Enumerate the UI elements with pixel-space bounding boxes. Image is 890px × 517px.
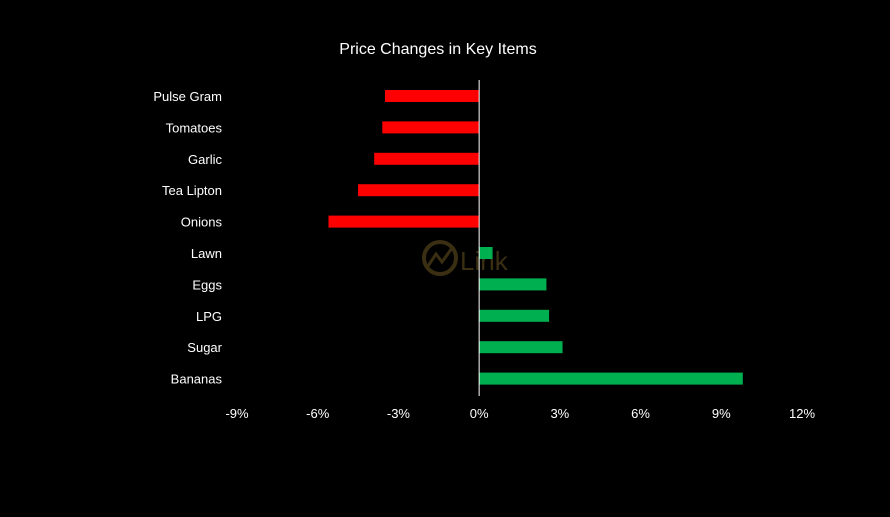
chart-title: Price Changes in Key Items: [339, 41, 536, 58]
category-labels: Pulse Gram Tomatoes Garlic Tea Lipton Onions…: [153, 89, 222, 387]
category-label: Tomatoes: [166, 120, 223, 135]
x-tick-label: 6%: [631, 406, 650, 421]
x-tick-label: 0%: [470, 406, 489, 421]
category-label: Lawn: [191, 246, 222, 261]
x-tick-label: -6%: [306, 406, 330, 421]
bar-garlic: [374, 152, 480, 165]
category-label: Onions: [181, 215, 223, 230]
watermark-logo-icon: [422, 240, 458, 276]
category-label: LPG: [196, 309, 222, 324]
bar-pulse-gram: [384, 90, 480, 102]
category-label: Tea Lipton: [162, 183, 222, 198]
x-tick-label: 9%: [712, 406, 731, 421]
x-tick-label: 3%: [550, 406, 569, 421]
x-tick-label: 12%: [789, 406, 815, 421]
x-tick-label: -9%: [225, 406, 249, 421]
category-label: Pulse Gram: [153, 89, 222, 104]
bar-lpg: [479, 309, 550, 322]
bar-tomatoes: [382, 121, 480, 134]
bars-group: [328, 90, 743, 385]
category-label: Bananas: [171, 372, 223, 387]
bar-bananas: [479, 372, 743, 385]
bar-lawn: [479, 247, 493, 259]
bar-eggs: [479, 278, 547, 291]
watermark: Link: [422, 240, 509, 276]
category-label: Garlic: [188, 152, 222, 167]
bar-onions: [328, 215, 480, 228]
watermark-chart-icon: [426, 247, 454, 267]
x-axis-tick-labels: -9% -6% -3% 0% 3% 6% 9% 12%: [225, 406, 815, 421]
x-tick-label: -3%: [387, 406, 411, 421]
category-label: Eggs: [192, 277, 222, 292]
category-label: Sugar: [187, 340, 222, 355]
bar-tea-lipton: [358, 184, 480, 197]
bar-sugar: [479, 341, 563, 354]
